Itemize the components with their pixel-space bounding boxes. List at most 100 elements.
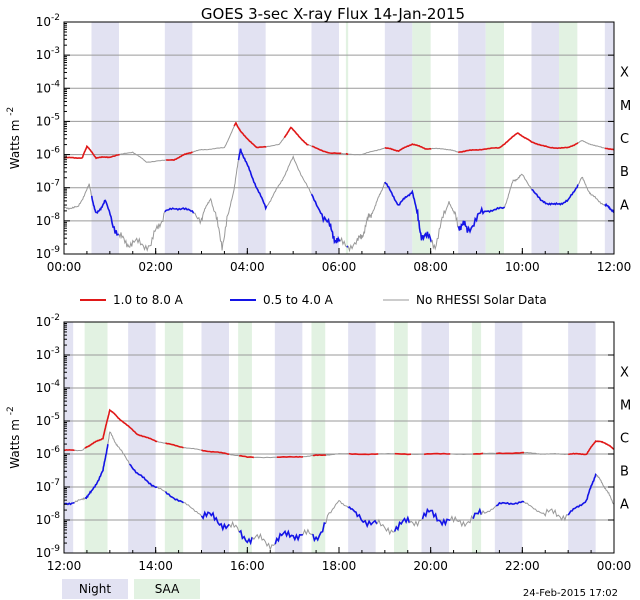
series-short-line — [567, 473, 597, 516]
series-long-line — [311, 145, 342, 155]
series-short-line — [472, 507, 483, 519]
night-band — [238, 22, 266, 254]
night-band — [128, 322, 156, 553]
series-long-line — [64, 144, 120, 160]
legend-night-label: Night — [79, 582, 112, 596]
no-rhessi-line — [192, 126, 235, 153]
y-axis-label: Watts m -2 — [6, 406, 22, 468]
no-rhessi-line — [229, 453, 240, 457]
y-tick-label: 10-9 — [36, 245, 61, 261]
saa-band — [84, 322, 108, 553]
no-rhessi-line — [450, 453, 474, 456]
no-rhessi-line — [325, 499, 349, 524]
series-short-line — [310, 193, 341, 245]
series-long-line — [604, 147, 615, 151]
x-tick-label: 02:00 — [138, 260, 173, 274]
no-rhessi-line — [302, 528, 313, 536]
night-band — [421, 322, 449, 553]
series-short-line — [90, 195, 120, 236]
series-long-line — [496, 451, 525, 455]
series-short-line — [164, 207, 195, 214]
no-rhessi-line — [302, 455, 313, 458]
night-band — [458, 22, 486, 254]
series-long-line — [568, 440, 615, 456]
series-short-line — [457, 205, 506, 234]
y-tick-label: 10-6 — [36, 146, 61, 162]
shading-legend: Night SAA — [62, 579, 200, 599]
series-long-line — [165, 442, 184, 449]
y-tick-label: 10-5 — [36, 112, 60, 128]
no-rhessi-line — [480, 505, 497, 515]
series-long-line — [233, 121, 267, 149]
y-tick-label: 10-8 — [36, 212, 61, 228]
legend-long-label: 1.0 to 8.0 A — [113, 293, 184, 307]
night-band — [164, 22, 193, 254]
series-long-line — [312, 454, 327, 457]
flare-class-label: C — [620, 132, 629, 147]
no-rhessi-line — [253, 456, 277, 459]
series-short-line — [604, 202, 615, 214]
y-tick-label: 10-5 — [36, 412, 60, 428]
series-long-line — [84, 408, 158, 449]
night-band — [311, 22, 339, 254]
no-rhessi-line — [266, 154, 312, 207]
flare-class-label: M — [620, 399, 631, 414]
flare-class-label: C — [620, 432, 629, 447]
series-short-line — [238, 529, 253, 546]
y-tick-label: 10-7 — [36, 179, 60, 195]
no-rhessi-line — [523, 501, 569, 522]
no-rhessi-line — [308, 144, 313, 147]
night-band — [494, 322, 523, 553]
no-rhessi-line — [449, 514, 474, 528]
no-rhessi-line — [341, 152, 346, 155]
flare-class-label: X — [620, 66, 629, 81]
series-long-line — [345, 152, 349, 156]
x-tick-label: 06:00 — [322, 260, 357, 274]
no-rhessi-line — [577, 176, 605, 206]
saa-band — [164, 322, 184, 553]
series-short-line — [384, 181, 433, 243]
y-tick-label: 10-8 — [36, 511, 61, 527]
legend-short-label: 0.5 to 4.0 A — [263, 293, 334, 307]
no-rhessi-line — [118, 211, 166, 253]
series-long-line — [348, 452, 379, 456]
series-long-line — [276, 455, 304, 458]
x-tick-label: 00:00 — [597, 559, 632, 573]
no-rhessi-line — [107, 431, 130, 465]
no-rhessi-line — [376, 518, 395, 536]
series-long-line — [423, 452, 451, 456]
series-short-line — [200, 510, 230, 532]
no-rhessi-line — [430, 201, 459, 251]
series-short-line — [237, 148, 268, 211]
night-band — [604, 22, 614, 254]
series-short-line — [274, 529, 304, 545]
y-tick-label: 10-2 — [36, 313, 60, 329]
x-tick-label: 20:00 — [413, 559, 448, 573]
no-rhessi-line — [63, 183, 93, 210]
night-band — [384, 22, 413, 254]
curve-legend: 1.0 to 8.0 A 0.5 to 4.0 A No RHESSI Sola… — [80, 293, 547, 307]
series-short-line — [312, 522, 327, 543]
flare-class-label: X — [620, 366, 629, 381]
saa-band — [412, 22, 431, 254]
x-tick-label: 10:00 — [505, 260, 540, 274]
flare-class-label: A — [620, 198, 629, 213]
flare-class-label: A — [620, 498, 629, 513]
bottom-panel: 10-9 10-8 10-7 10-6 10-5 10-4 10-3 10-2 A B C M X Wat… — [6, 313, 631, 573]
series-short-line — [347, 506, 378, 529]
no-rhessi-line — [348, 147, 385, 156]
series-short-line — [84, 443, 109, 500]
night-band — [348, 322, 376, 553]
y-tick-label: 10-2 — [36, 13, 60, 29]
no-rhessi-line — [339, 236, 348, 248]
y-tick-label: 10-4 — [36, 79, 61, 95]
flare-class-label: M — [620, 99, 631, 114]
x-tick-label: 08:00 — [413, 260, 448, 274]
legend-nodata-label: No RHESSI Solar Data — [416, 293, 547, 307]
saa-band — [471, 322, 482, 553]
night-band — [568, 322, 596, 553]
no-rhessi-line — [228, 520, 240, 533]
no-rhessi-line — [183, 502, 202, 517]
series-long-line — [473, 452, 484, 455]
series-long-line — [394, 452, 412, 456]
